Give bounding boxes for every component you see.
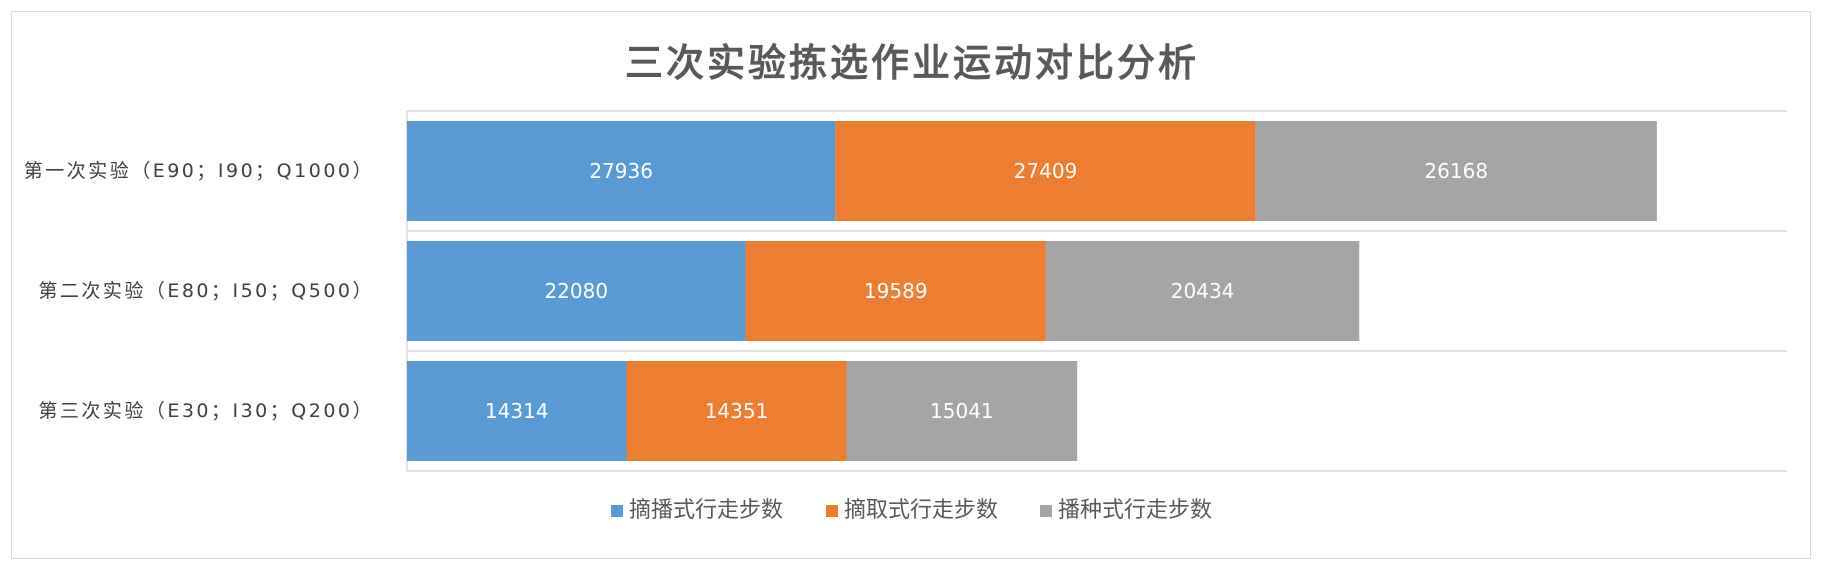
legend-swatch bbox=[826, 505, 838, 517]
legend-label: 摘播式行走步数 bbox=[629, 498, 783, 523]
legend-label: 播种式行走步数 bbox=[1058, 498, 1212, 523]
bar-segment bbox=[626, 361, 847, 461]
data-label: 26168 bbox=[1424, 159, 1488, 183]
bar-segment bbox=[407, 121, 836, 221]
data-label: 27409 bbox=[1014, 159, 1078, 183]
category-labels: 第一次实验（E90；I90；Q1000） 第二次实验（E80；I50；Q500） 第… bbox=[24, 160, 374, 422]
category-label: 第二次实验（E80；I50；Q500） bbox=[38, 280, 374, 302]
bar-segment bbox=[1255, 121, 1657, 221]
legend: 摘播式行走步数 摘取式行走步数 播种式行走步数 bbox=[611, 498, 1212, 523]
bar-segment bbox=[846, 361, 1078, 461]
chart-title: 三次实验拣选作业运动对比分析 bbox=[625, 41, 1199, 85]
chart-frame: 三次实验拣选作业运动对比分析 27936 27409 26168 22080 19589… bbox=[11, 11, 1811, 559]
legend-item: 摘播式行走步数 bbox=[611, 498, 783, 523]
category-label: 第一次实验（E90；I90；Q1000） bbox=[24, 160, 374, 182]
legend-label: 摘取式行走步数 bbox=[844, 498, 998, 523]
legend-swatch bbox=[1040, 505, 1052, 517]
legend-swatch bbox=[611, 505, 623, 517]
data-labels: 27936 27409 26168 22080 19589 20434 14314 14351… bbox=[485, 159, 1488, 423]
bar-segment bbox=[407, 241, 746, 341]
bar-segment bbox=[1045, 241, 1360, 341]
data-label: 27936 bbox=[589, 159, 653, 183]
data-label: 19589 bbox=[864, 279, 928, 303]
stacked-bar-chart: 三次实验拣选作业运动对比分析 27936 27409 26168 22080 19589… bbox=[24, 41, 1787, 523]
bar-segment bbox=[835, 121, 1256, 221]
legend-item: 播种式行走步数 bbox=[1040, 498, 1212, 523]
bars bbox=[407, 121, 1657, 461]
bar-segment bbox=[407, 361, 627, 461]
data-label: 22080 bbox=[544, 279, 608, 303]
data-label: 14351 bbox=[705, 399, 769, 423]
bar-segment bbox=[745, 241, 1046, 341]
category-label: 第三次实验（E30；I30；Q200） bbox=[38, 400, 374, 422]
data-label: 20434 bbox=[1171, 279, 1235, 303]
legend-item: 摘取式行走步数 bbox=[826, 498, 998, 523]
data-label: 15041 bbox=[930, 399, 994, 423]
data-label: 14314 bbox=[485, 399, 549, 423]
